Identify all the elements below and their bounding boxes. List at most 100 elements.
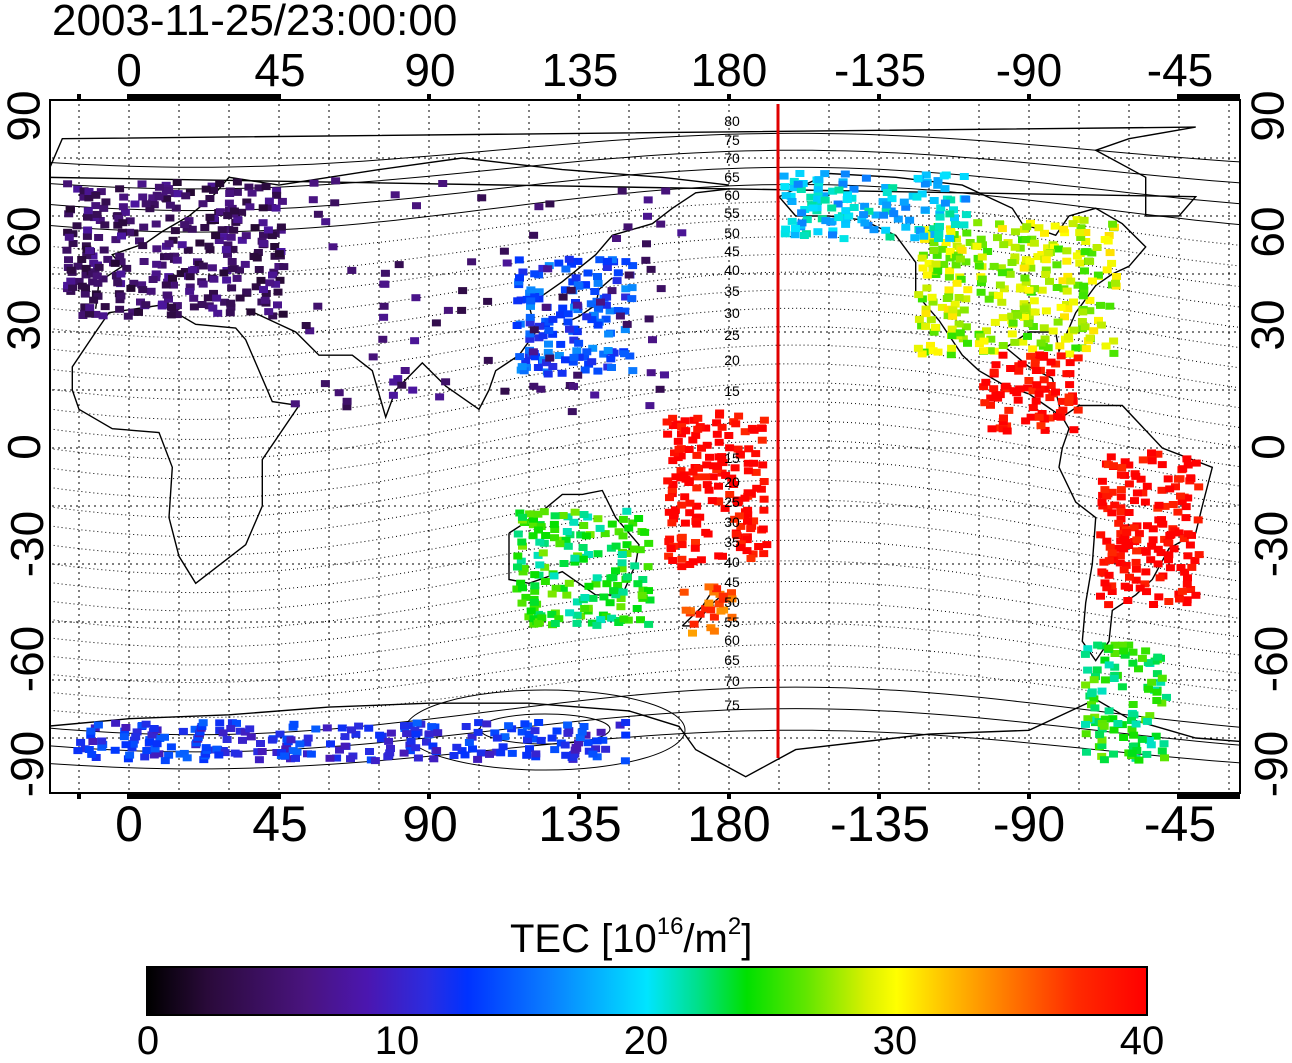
tec-cell — [797, 209, 807, 217]
tec-cell — [1157, 747, 1167, 755]
right-lat-tick: -60 — [1245, 625, 1292, 693]
frame-tick — [1177, 94, 1181, 100]
tec-cell — [1083, 666, 1093, 674]
top-lon-tick: 135 — [541, 44, 619, 96]
tec-cell — [141, 720, 151, 728]
tec-cell — [756, 485, 766, 493]
tec-cell — [661, 187, 671, 195]
tec-cell — [1021, 417, 1031, 425]
tec-cell — [595, 256, 605, 264]
tec-cell — [1071, 344, 1081, 352]
tec-cell — [254, 756, 264, 764]
tec-cell — [313, 210, 323, 218]
tec-cell — [148, 276, 158, 283]
tec-cell — [457, 747, 467, 755]
tec-cell — [584, 551, 593, 558]
contour-label: 35 — [724, 534, 740, 550]
contour-line — [50, 218, 1240, 276]
contour-label: 65 — [724, 652, 740, 668]
tec-cell — [663, 477, 673, 485]
tec-cell — [1096, 592, 1105, 600]
tec-cell — [565, 325, 574, 333]
tec-cell — [379, 302, 389, 310]
tec-cell — [1076, 224, 1086, 232]
tec-cell — [959, 221, 969, 229]
tec-cell — [473, 728, 483, 736]
tec-cell — [690, 544, 700, 552]
tec-cell — [587, 316, 597, 324]
tec-cell — [611, 567, 620, 575]
tec-cell — [1168, 501, 1178, 508]
tec-cell — [268, 271, 277, 279]
tec-cell — [991, 361, 1001, 369]
tec-cell — [628, 262, 638, 270]
tec-cell — [1030, 308, 1040, 316]
tec-cell — [998, 418, 1008, 425]
tec-cell — [1097, 687, 1107, 695]
right-lat-tick: 0 — [1242, 434, 1292, 460]
tec-cell — [612, 277, 622, 285]
tec-cell — [232, 719, 241, 727]
tec-cell — [73, 185, 83, 193]
tec-cell — [1109, 349, 1119, 357]
tec-cell — [1143, 659, 1153, 667]
tec-cell — [195, 239, 205, 247]
tec-cell — [1024, 377, 1034, 384]
tec-cell — [622, 541, 632, 549]
tec-cell — [215, 180, 225, 188]
tec-cell — [96, 188, 106, 196]
tec-cell — [209, 289, 218, 297]
tec-cell — [781, 225, 791, 233]
tec-cell — [1010, 253, 1020, 261]
contour-label: 80 — [724, 113, 740, 129]
tec-cell — [1098, 502, 1108, 510]
tec-cell — [526, 286, 536, 294]
tec-cell — [889, 210, 899, 218]
tec-cell — [954, 294, 964, 301]
tec-cell — [607, 614, 617, 622]
tec-cell — [838, 180, 848, 188]
contour-label: 15 — [724, 383, 740, 399]
tec-cell — [601, 745, 611, 753]
tec-cell — [346, 755, 355, 763]
tec-cell — [201, 744, 211, 752]
tec-cell — [1006, 365, 1016, 372]
tec-cell — [1119, 734, 1129, 741]
tec-cell — [667, 519, 677, 527]
tec-cell — [834, 214, 844, 222]
tec-cell — [1040, 335, 1050, 343]
tec-cell — [841, 220, 851, 228]
tec-cell — [411, 744, 421, 752]
tec-cell — [677, 501, 687, 509]
tec-cell — [790, 231, 800, 239]
tec-cell — [676, 452, 686, 460]
tec-cell — [411, 294, 421, 302]
tec-cell — [128, 308, 138, 316]
tec-cell — [1030, 285, 1039, 293]
tec-cell — [574, 339, 584, 347]
tec-cell — [161, 281, 171, 289]
tec-cell — [1030, 356, 1040, 364]
tec-cell — [899, 198, 909, 206]
tec-cell — [1115, 552, 1125, 560]
tec-cell — [781, 192, 791, 200]
tec-cell — [945, 267, 955, 275]
tec-cell — [1023, 320, 1033, 328]
tec-cell — [88, 738, 98, 745]
tec-cell — [569, 336, 579, 344]
tec-cell — [309, 179, 319, 187]
tec-cell — [340, 742, 350, 750]
tec-cell — [390, 191, 400, 199]
tec-cell — [500, 387, 510, 395]
tec-cell — [89, 296, 99, 304]
tec-cell — [117, 232, 126, 240]
tec-cell — [528, 348, 538, 356]
tec-cell — [473, 755, 483, 763]
tec-cell — [1169, 545, 1179, 553]
tec-cell — [735, 450, 745, 458]
tec-cell — [921, 171, 931, 179]
tec-cell — [688, 629, 697, 637]
tec-cell — [139, 258, 149, 265]
tec-cell — [676, 467, 686, 475]
tec-cell — [740, 428, 750, 436]
